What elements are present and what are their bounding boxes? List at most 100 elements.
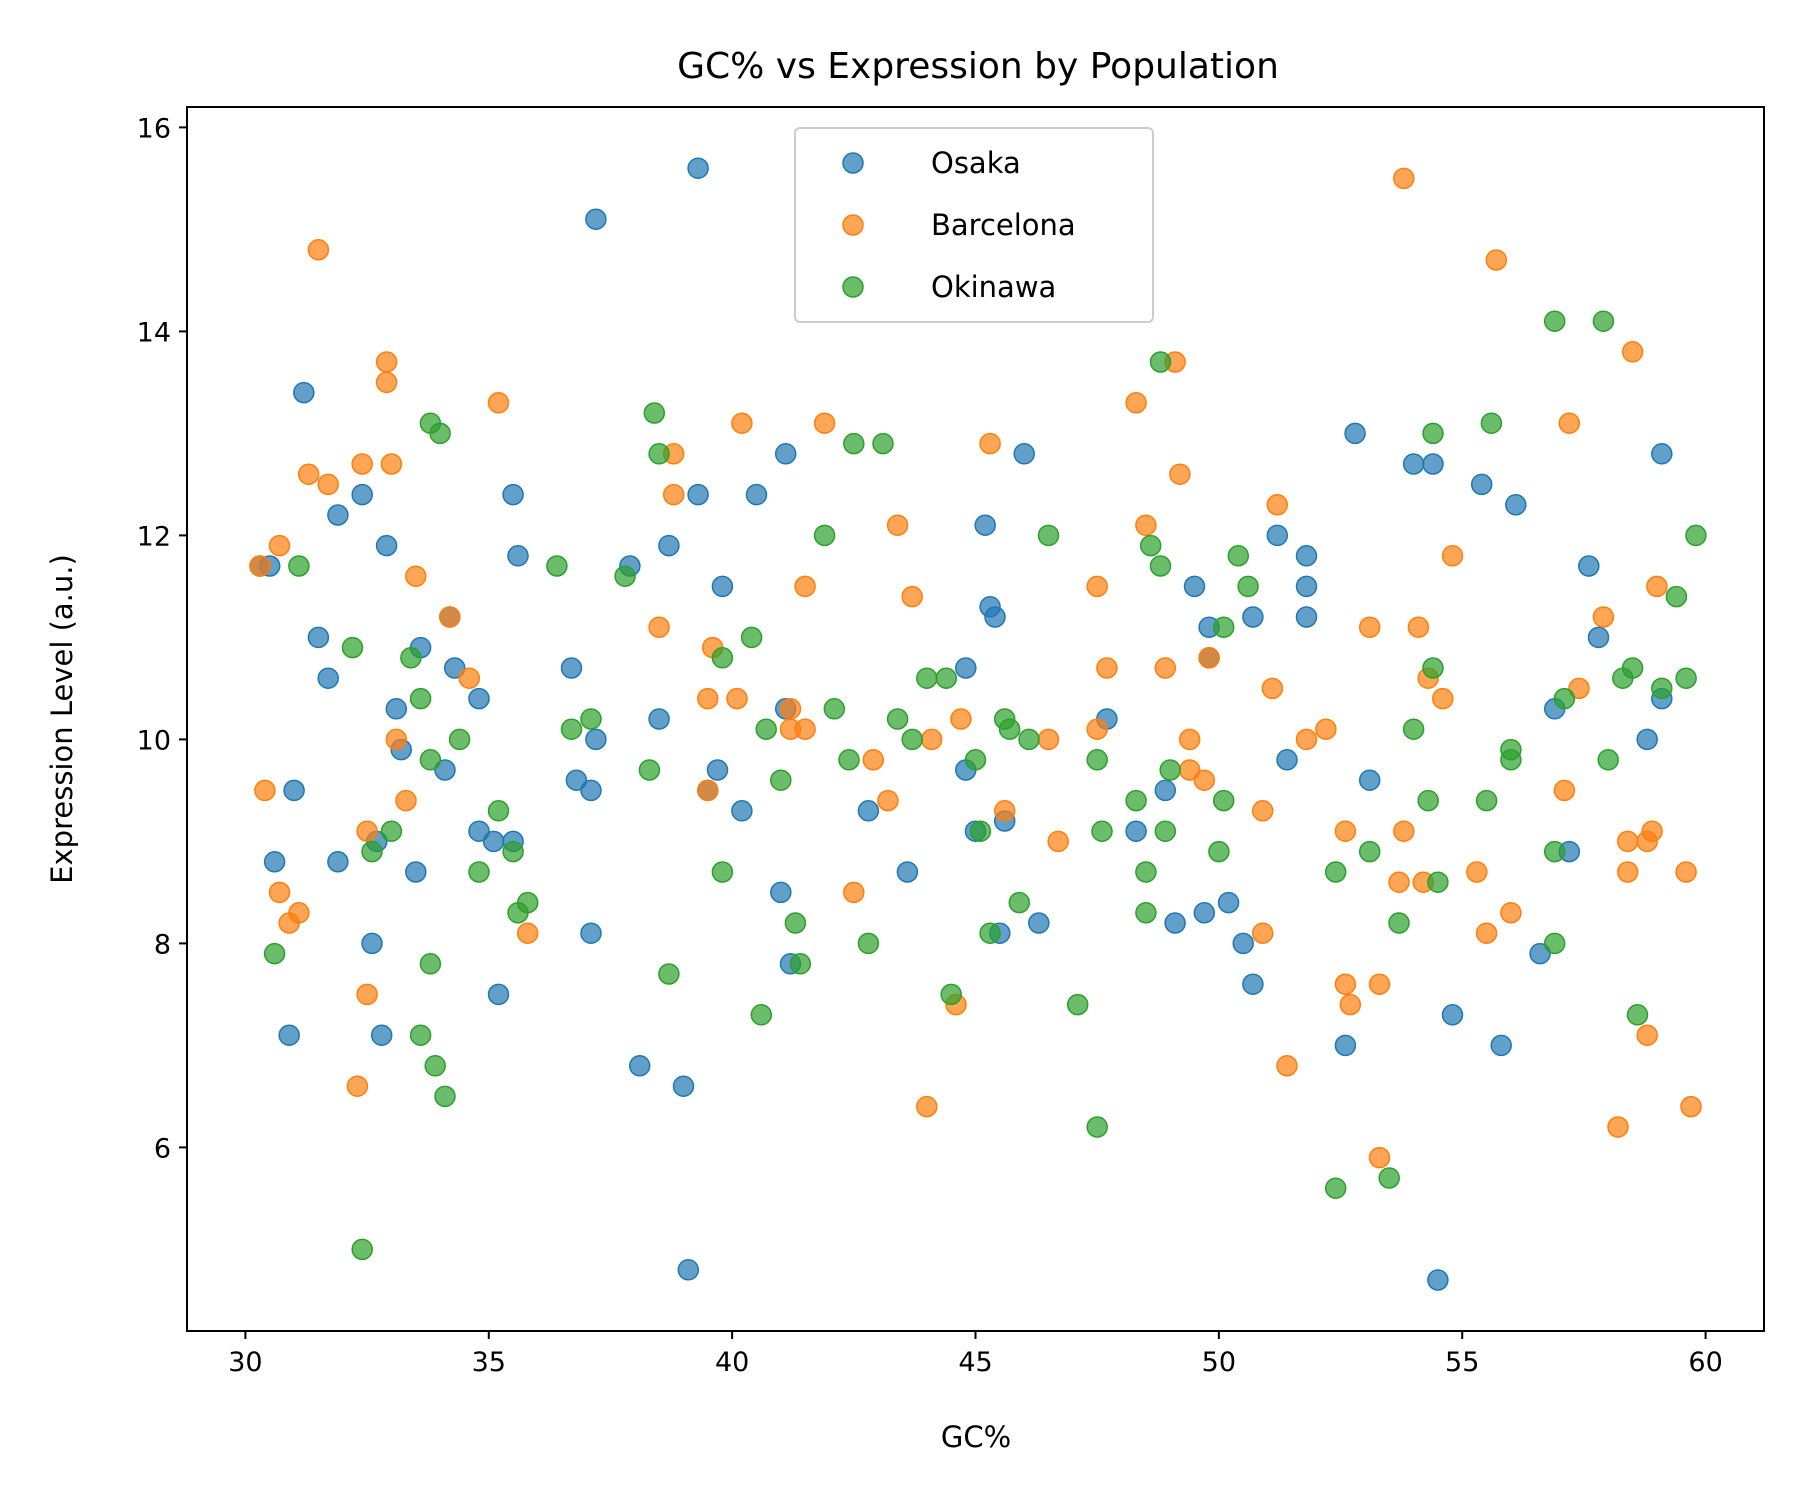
- point-osaka-2: [263, 851, 286, 873]
- point-okinawa-0: [263, 942, 286, 965]
- point-osaka-27: [502, 483, 524, 506]
- point-osaka-98: [1651, 443, 1673, 465]
- point-barcelona-61: [1251, 922, 1274, 944]
- point-okinawa-86: [1500, 749, 1522, 771]
- point-barcelona-29: [726, 687, 748, 710]
- point-barcelona-24: [662, 483, 685, 506]
- point-okinawa-87: [1543, 310, 1566, 332]
- point-barcelona-12: [356, 983, 378, 1006]
- point-osaka-24: [482, 830, 505, 853]
- point-barcelona-84: [1485, 249, 1508, 271]
- x-tick-label: 60: [1688, 1347, 1722, 1378]
- point-osaka-90: [1505, 494, 1527, 516]
- point-barcelona-20: [458, 667, 481, 689]
- x-tick-label: 55: [1445, 1347, 1479, 1378]
- point-barcelona-74: [1388, 871, 1410, 893]
- point-okinawa-84: [1480, 412, 1503, 434]
- point-barcelona-10: [351, 453, 373, 475]
- point-okinawa-41: [857, 932, 880, 955]
- point-barcelona-0: [249, 555, 271, 577]
- point-okinawa-3: [351, 1238, 373, 1261]
- point-barcelona-88: [1568, 677, 1590, 700]
- point-osaka-72: [1217, 891, 1240, 914]
- point-barcelona-95: [1636, 1024, 1658, 1046]
- point-okinawa-52: [998, 718, 1021, 740]
- point-osaka-59: [984, 606, 1006, 628]
- point-barcelona-51: [1096, 657, 1118, 679]
- point-okinawa-77: [1388, 912, 1410, 934]
- point-okinawa-97: [1665, 585, 1688, 608]
- point-barcelona-34: [794, 575, 816, 598]
- point-okinawa-62: [1135, 902, 1157, 924]
- point-osaka-52: [857, 800, 880, 822]
- point-okinawa-96: [1651, 677, 1673, 700]
- point-osaka-66: [1154, 779, 1177, 802]
- point-osaka-79: [1295, 575, 1318, 598]
- point-barcelona-62: [1251, 800, 1274, 822]
- point-osaka-28: [507, 545, 529, 567]
- point-osaka-10: [351, 483, 373, 506]
- point-okinawa-47: [940, 983, 962, 1006]
- point-barcelona-87: [1558, 412, 1581, 434]
- point-barcelona-38: [877, 789, 899, 812]
- x-tick-label: 50: [1202, 1347, 1236, 1378]
- point-osaka-50: [774, 443, 797, 465]
- point-barcelona-50: [1086, 718, 1108, 740]
- point-barcelona-3: [268, 881, 291, 904]
- point-barcelona-52: [1125, 392, 1147, 414]
- point-osaka-3: [278, 1024, 300, 1046]
- point-osaka-29: [560, 657, 583, 679]
- point-okinawa-63: [1139, 534, 1162, 557]
- point-okinawa-61: [1135, 861, 1157, 883]
- point-barcelona-64: [1266, 494, 1289, 516]
- point-osaka-32: [580, 922, 602, 944]
- point-osaka-68: [1183, 575, 1206, 598]
- point-barcelona-23: [648, 616, 670, 638]
- point-okinawa-64: [1149, 555, 1172, 577]
- point-barcelona-15: [380, 453, 403, 475]
- point-okinawa-56: [1066, 993, 1089, 1016]
- point-barcelona-18: [405, 565, 427, 587]
- legend-label-osaka: Osaka: [931, 146, 1021, 180]
- point-barcelona-47: [1037, 728, 1060, 751]
- x-axis-label: GC%: [941, 1420, 1011, 1454]
- point-osaka-77: [1276, 749, 1298, 771]
- x-axis-ticks: 30 35 40 45 50 55 60: [228, 1331, 1723, 1378]
- point-okinawa-8: [409, 1024, 432, 1046]
- point-okinawa-44: [901, 728, 923, 751]
- point-osaka-14: [375, 534, 398, 557]
- point-okinawa-16: [468, 861, 490, 883]
- point-barcelona-77: [1407, 616, 1430, 638]
- point-barcelona-56: [1169, 463, 1191, 485]
- point-okinawa-10: [419, 749, 442, 771]
- point-okinawa-25: [638, 759, 661, 781]
- y-axis-ticks: 6 8 10 12 14 16: [137, 113, 187, 1164]
- point-barcelona-90: [1607, 1116, 1629, 1138]
- point-barcelona-31: [779, 698, 802, 720]
- series-okinawa: [263, 310, 1707, 1261]
- point-osaka-67: [1164, 912, 1186, 934]
- point-barcelona-85: [1500, 902, 1522, 924]
- point-osaka-81: [1334, 1034, 1357, 1057]
- point-barcelona-37: [862, 749, 885, 771]
- point-okinawa-36: [789, 953, 812, 975]
- point-osaka-41: [687, 483, 709, 506]
- point-osaka-31: [580, 779, 602, 802]
- point-barcelona-81: [1441, 545, 1464, 567]
- point-okinawa-88: [1543, 840, 1566, 863]
- point-osaka-88: [1470, 473, 1493, 496]
- point-barcelona-16: [385, 728, 408, 751]
- point-okinawa-17: [487, 800, 510, 822]
- point-okinawa-5: [380, 820, 403, 842]
- point-okinawa-46: [935, 667, 958, 689]
- point-barcelona-5: [288, 902, 310, 924]
- point-okinawa-1: [288, 555, 310, 577]
- point-osaka-22: [468, 687, 490, 710]
- point-barcelona-27: [697, 779, 719, 802]
- y-tick-label: 10: [137, 725, 171, 756]
- point-barcelona-75: [1393, 167, 1415, 190]
- point-osaka-6: [307, 626, 330, 649]
- point-barcelona-70: [1339, 993, 1362, 1016]
- point-barcelona-9: [346, 1075, 369, 1097]
- point-okinawa-71: [1227, 545, 1250, 567]
